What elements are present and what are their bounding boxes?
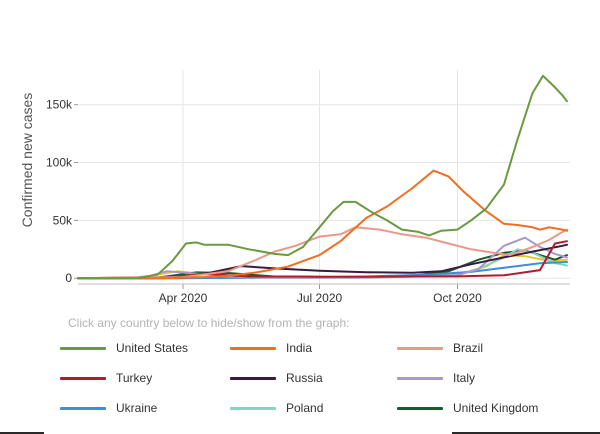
series-line-united-states[interactable] <box>77 74 568 280</box>
legend-swatch <box>60 376 106 380</box>
legend-swatch <box>230 376 276 380</box>
y-tick-label: 0 <box>65 271 72 285</box>
legend-swatch <box>397 346 443 350</box>
legend-label: India <box>286 341 313 355</box>
legend-item-brazil[interactable]: Brazil <box>397 338 483 358</box>
legend-swatch <box>60 346 106 350</box>
series-line-brazil[interactable] <box>77 226 568 280</box>
legend-swatch <box>230 406 276 410</box>
page-border-gap <box>44 432 452 434</box>
legend-label: United Kingdom <box>453 401 539 415</box>
x-tick-label: Oct 2020 <box>433 291 482 305</box>
series-line-ukraine[interactable] <box>77 261 568 280</box>
y-tick-label: 100k <box>46 156 73 170</box>
legend-item-poland[interactable]: Poland <box>230 398 323 418</box>
legend-item-india[interactable]: India <box>230 338 312 358</box>
series-line-russia[interactable] <box>77 243 568 280</box>
x-tick-label: Jul 2020 <box>297 291 343 305</box>
y-tick-label: 150k <box>46 98 73 112</box>
legend-item-united-kingdom[interactable]: United Kingdom <box>397 398 538 418</box>
legend-swatch <box>60 406 106 410</box>
legend-label: Russia <box>286 371 323 385</box>
series-line-italy[interactable] <box>77 236 568 280</box>
legend-label: Turkey <box>116 371 153 385</box>
series-lines <box>77 74 568 280</box>
legend-item-russia[interactable]: Russia <box>230 368 323 388</box>
legend-item-ukraine[interactable]: Ukraine <box>60 398 157 418</box>
series-line-india[interactable] <box>77 169 568 280</box>
legend-label: Poland <box>286 401 324 415</box>
legend-swatch <box>397 406 443 410</box>
x-tick-label: Apr 2020 <box>159 291 208 305</box>
legend-label: United States <box>116 341 189 355</box>
legend-item-italy[interactable]: Italy <box>397 368 475 388</box>
y-tick-label: 50k <box>53 213 73 227</box>
legend-item-united-states[interactable]: United States <box>60 338 188 358</box>
legend-item-turkey[interactable]: Turkey <box>60 368 152 388</box>
legend-swatch <box>230 346 276 350</box>
legend-label: Ukraine <box>116 401 158 415</box>
legend-label: Brazil <box>453 341 484 355</box>
legend-swatch <box>397 376 443 380</box>
grid-lines <box>78 70 570 284</box>
line-chart: 0 50k 100k 150k Apr 2020 Jul 2020 Oct 2020 Con… <box>19 70 570 305</box>
y-axis-label: Confirmed new cases <box>19 93 35 228</box>
legend-instructions: Click any country below to hide/show fro… <box>68 316 350 330</box>
legend-label: Italy <box>453 371 476 385</box>
axes: 0 50k 100k 150k Apr 2020 Jul 2020 Oct 2020 <box>46 98 570 305</box>
